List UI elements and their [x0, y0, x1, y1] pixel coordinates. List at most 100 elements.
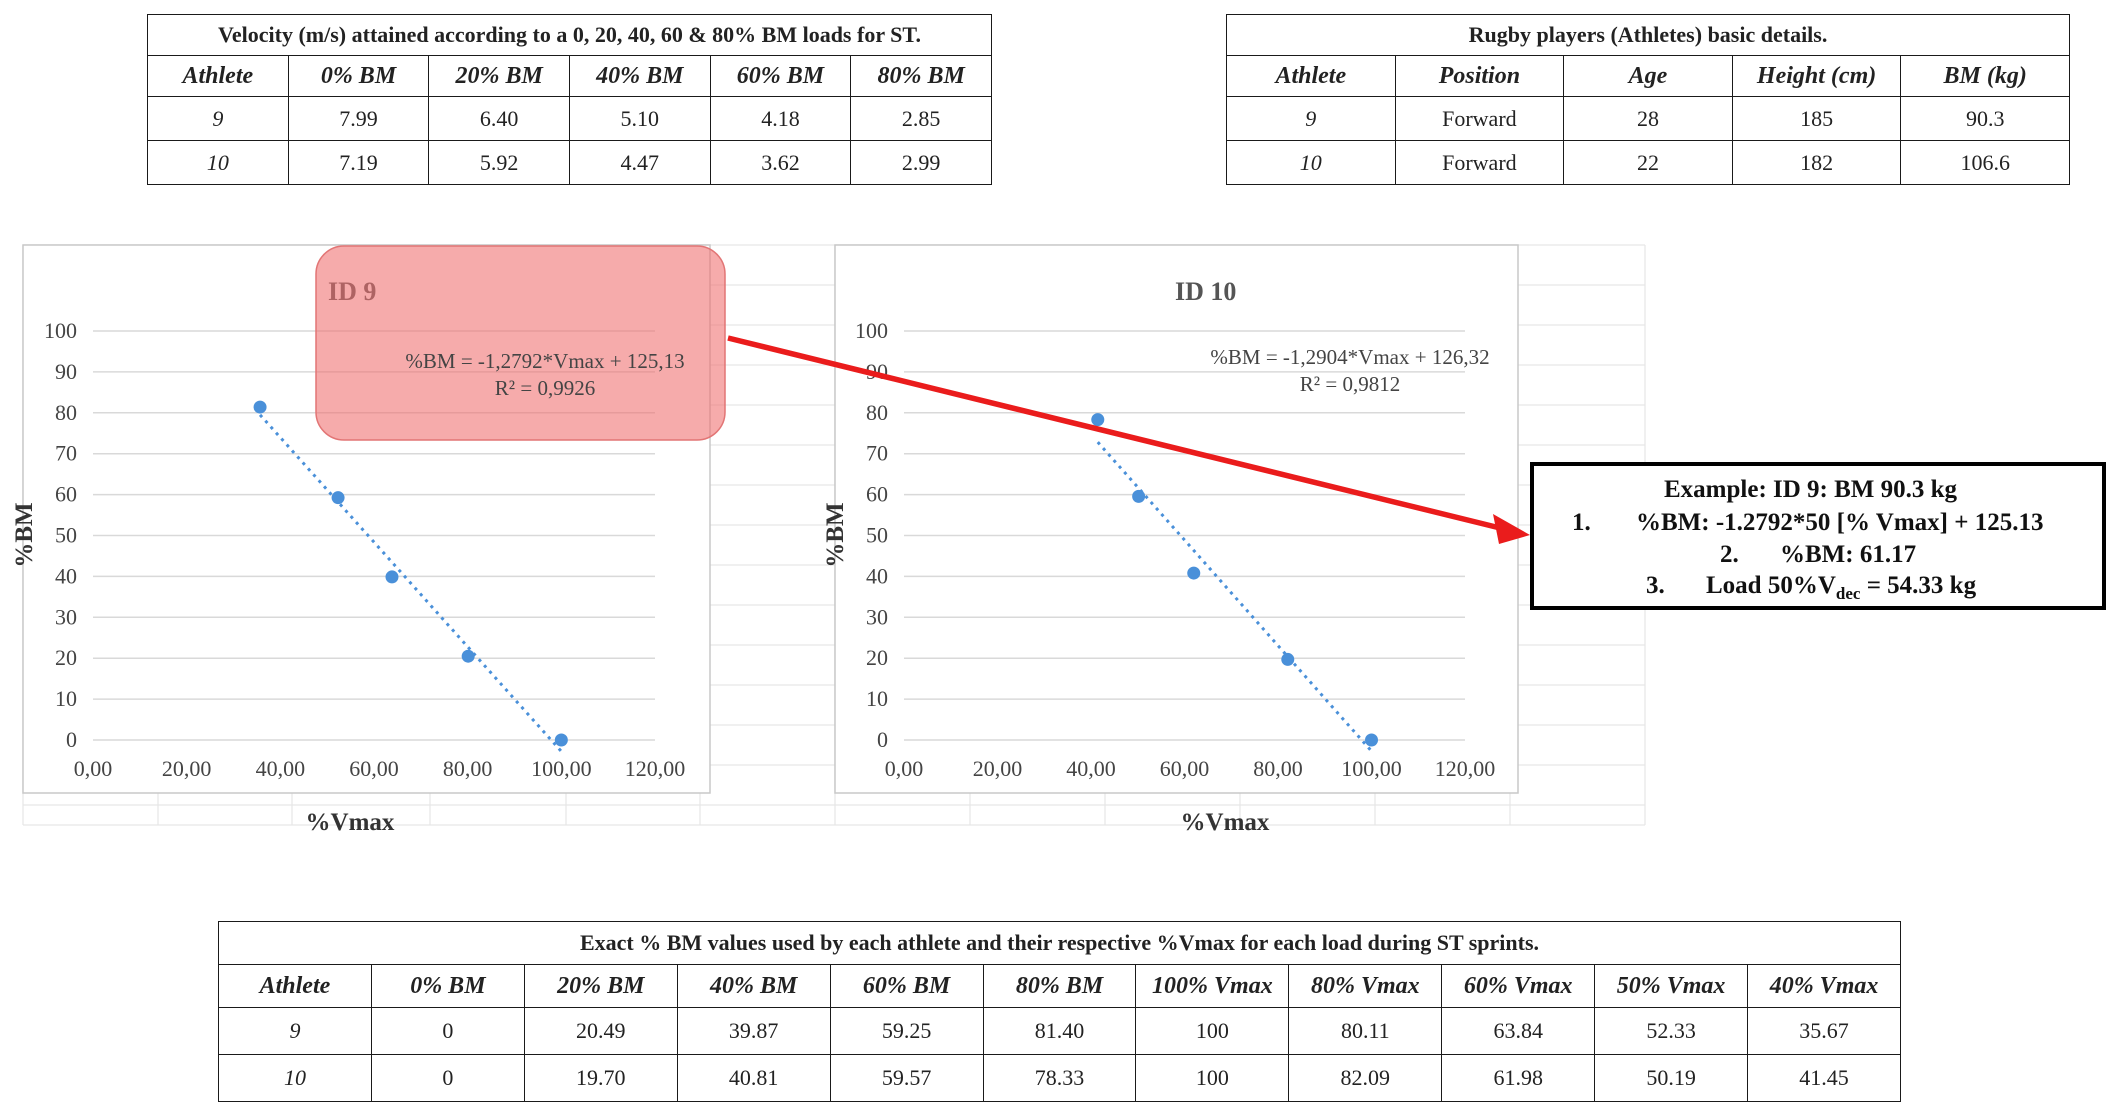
y-axis-title: %BM — [822, 502, 849, 567]
table-header-cell: 80% BM — [982, 964, 1137, 1008]
x-axis-title: %Vmax — [306, 809, 395, 836]
table-cell: Forward — [1394, 96, 1565, 141]
x-tick-label: 80,00 — [1253, 756, 1303, 781]
table-header-cell: Height (cm) — [1731, 55, 1902, 97]
y-tick-label: 100 — [855, 318, 888, 343]
data-point — [331, 491, 345, 505]
x-tick-label: 60,00 — [1160, 756, 1210, 781]
table-cell: 39.87 — [676, 1007, 831, 1055]
example-step-number: 3. — [1646, 572, 1665, 599]
table-cell: 2.99 — [850, 140, 992, 185]
table-cell: 61.98 — [1441, 1054, 1596, 1102]
table-cell: 0 — [370, 1007, 525, 1055]
table-cell: 0 — [370, 1054, 525, 1102]
table-cell: 4.18 — [709, 96, 852, 141]
chart-title: ID 10 — [1175, 277, 1236, 306]
y-tick-label: 40 — [55, 563, 77, 588]
trendline-equation: %BM = -1,2904*Vmax + 126,32 — [1210, 345, 1489, 369]
annotation-arrow — [727, 335, 1501, 531]
details-table-title: Rugby players (Athletes) basic details. — [1226, 14, 2070, 56]
y-tick-label: 50 — [55, 523, 77, 548]
table-cell: 185 — [1731, 96, 1902, 141]
table-cell: 182 — [1731, 140, 1902, 185]
table-cell: 5.10 — [568, 96, 711, 141]
table-cell: 10 — [147, 140, 289, 185]
x-tick-label: 120,00 — [625, 756, 686, 781]
trendline — [1096, 441, 1373, 753]
y-tick-label: 70 — [866, 441, 888, 466]
table-cell: 52.33 — [1594, 1007, 1749, 1055]
velocity-table-title: Velocity (m/s) attained according to a 0… — [147, 14, 992, 56]
data-point — [385, 570, 399, 584]
table-header-cell: Athlete — [218, 964, 372, 1008]
data-point — [554, 733, 568, 747]
y-tick-label: 80 — [55, 400, 77, 425]
table-header-cell: 60% BM — [709, 55, 852, 97]
scatter-chart-1: 0 10 20 30 40 50 60 70 80 90 100 0,00 20,00 40,00 60,0… — [11, 244, 726, 836]
data-point — [1091, 413, 1105, 427]
table-header-cell: 50% Vmax — [1594, 964, 1749, 1008]
example-step-number: 1. — [1572, 509, 1591, 536]
y-tick-label: 90 — [55, 359, 77, 384]
table-row: 9 7.99 6.40 5.10 4.18 2.85 — [147, 96, 992, 141]
data-point — [1281, 652, 1295, 666]
table-cell: 78.33 — [982, 1054, 1137, 1102]
data-point — [1132, 489, 1146, 503]
r-squared-label: R² = 0,9926 — [495, 376, 595, 400]
table-cell: 41.45 — [1747, 1054, 1901, 1102]
example-step-3-suffix: = 54.33 kg — [1860, 572, 1977, 599]
highlight-box — [315, 245, 726, 441]
y-axis-title: %BM — [11, 502, 38, 567]
example-step-2: %BM: 61.17 — [1780, 541, 1917, 568]
trendline — [258, 413, 563, 753]
example-step-number: 2. — [1720, 541, 1739, 568]
velocity-table: Velocity (m/s) attained according to a 0… — [147, 14, 992, 185]
table-cell: 50.19 — [1594, 1054, 1749, 1102]
table-header-cell: 40% BM — [676, 964, 831, 1008]
table-cell: 40.81 — [676, 1054, 831, 1102]
table-cell: 19.70 — [523, 1054, 678, 1102]
exact-values-table: Exact % BM values used by each athlete a… — [218, 921, 1901, 1102]
table-cell: 81.40 — [982, 1007, 1137, 1055]
table-cell: 10 — [1226, 140, 1396, 185]
y-tick-label: 0 — [66, 727, 77, 752]
x-tick-label: 20,00 — [973, 756, 1023, 781]
table-row: 10 0 19.70 40.81 59.57 78.33 100 82.09 6… — [218, 1054, 1901, 1102]
y-tick-label: 10 — [55, 686, 77, 711]
table-cell: 4.47 — [568, 140, 711, 185]
table-header-cell: 60% Vmax — [1441, 964, 1596, 1008]
chart-frame — [834, 244, 1519, 794]
x-tick-label: 40,00 — [256, 756, 306, 781]
data-point — [1365, 733, 1378, 747]
x-tick-label: 80,00 — [443, 756, 493, 781]
arrow-head-icon — [1493, 514, 1530, 544]
table-row: 9 0 20.49 39.87 59.25 81.40 100 80.11 63… — [218, 1007, 1901, 1055]
table-row: 10 Forward 22 182 106.6 — [1226, 140, 2070, 185]
data-point — [461, 649, 475, 663]
y-tick-label: 30 — [55, 604, 77, 629]
table-header-cell: 80% Vmax — [1288, 964, 1443, 1008]
example-title: Example: ID 9: BM 90.3 kg — [1664, 476, 1958, 503]
y-tick-label: 20 — [55, 645, 77, 670]
exact-table-title: Exact % BM values used by each athlete a… — [218, 921, 1901, 965]
table-cell: 3.62 — [709, 140, 852, 185]
table-header-cell: Athlete — [147, 55, 289, 97]
table-header-cell: 60% BM — [829, 964, 984, 1008]
table-cell: 63.84 — [1441, 1007, 1596, 1055]
table-header-cell: BM (kg) — [1900, 55, 2070, 97]
table-cell: 100 — [1135, 1007, 1290, 1055]
details-table: Rugby players (Athletes) basic details. … — [1226, 14, 2070, 185]
table-cell: 7.19 — [287, 140, 430, 185]
x-tick-label: 0,00 — [885, 756, 924, 781]
table-cell: 20.49 — [523, 1007, 678, 1055]
example-step-1: %BM: -1.2792*50 [% Vmax] + 125.13 — [1636, 509, 2044, 536]
table-header-cell: Position — [1394, 55, 1565, 97]
x-tick-label: 60,00 — [349, 756, 399, 781]
example-box: Example: ID 9: BM 90.3 kg 1. %BM: -1.279… — [1530, 462, 2106, 610]
table-cell: 106.6 — [1900, 140, 2070, 185]
y-tick-label: 80 — [866, 400, 888, 425]
x-tick-label: 100,00 — [1341, 756, 1402, 781]
table-row: 9 Forward 28 185 90.3 — [1226, 96, 2070, 141]
